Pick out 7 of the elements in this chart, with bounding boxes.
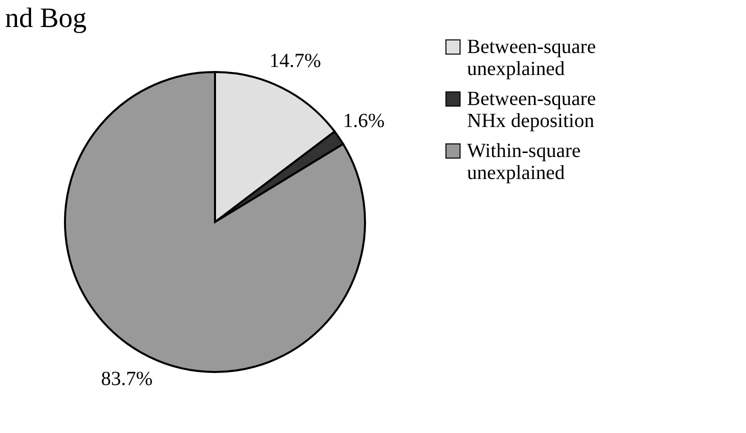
data-label: 83.7%	[100, 368, 153, 390]
chart-title: nd Bog	[5, 3, 87, 34]
data-label: 1.6%	[343, 110, 385, 132]
legend-label: Between-square unexplained	[467, 36, 596, 80]
data-label: 14.7%	[269, 50, 322, 72]
legend-label: Between-square NHx deposition	[467, 88, 596, 132]
legend-label: Within-square unexplained	[467, 140, 581, 184]
